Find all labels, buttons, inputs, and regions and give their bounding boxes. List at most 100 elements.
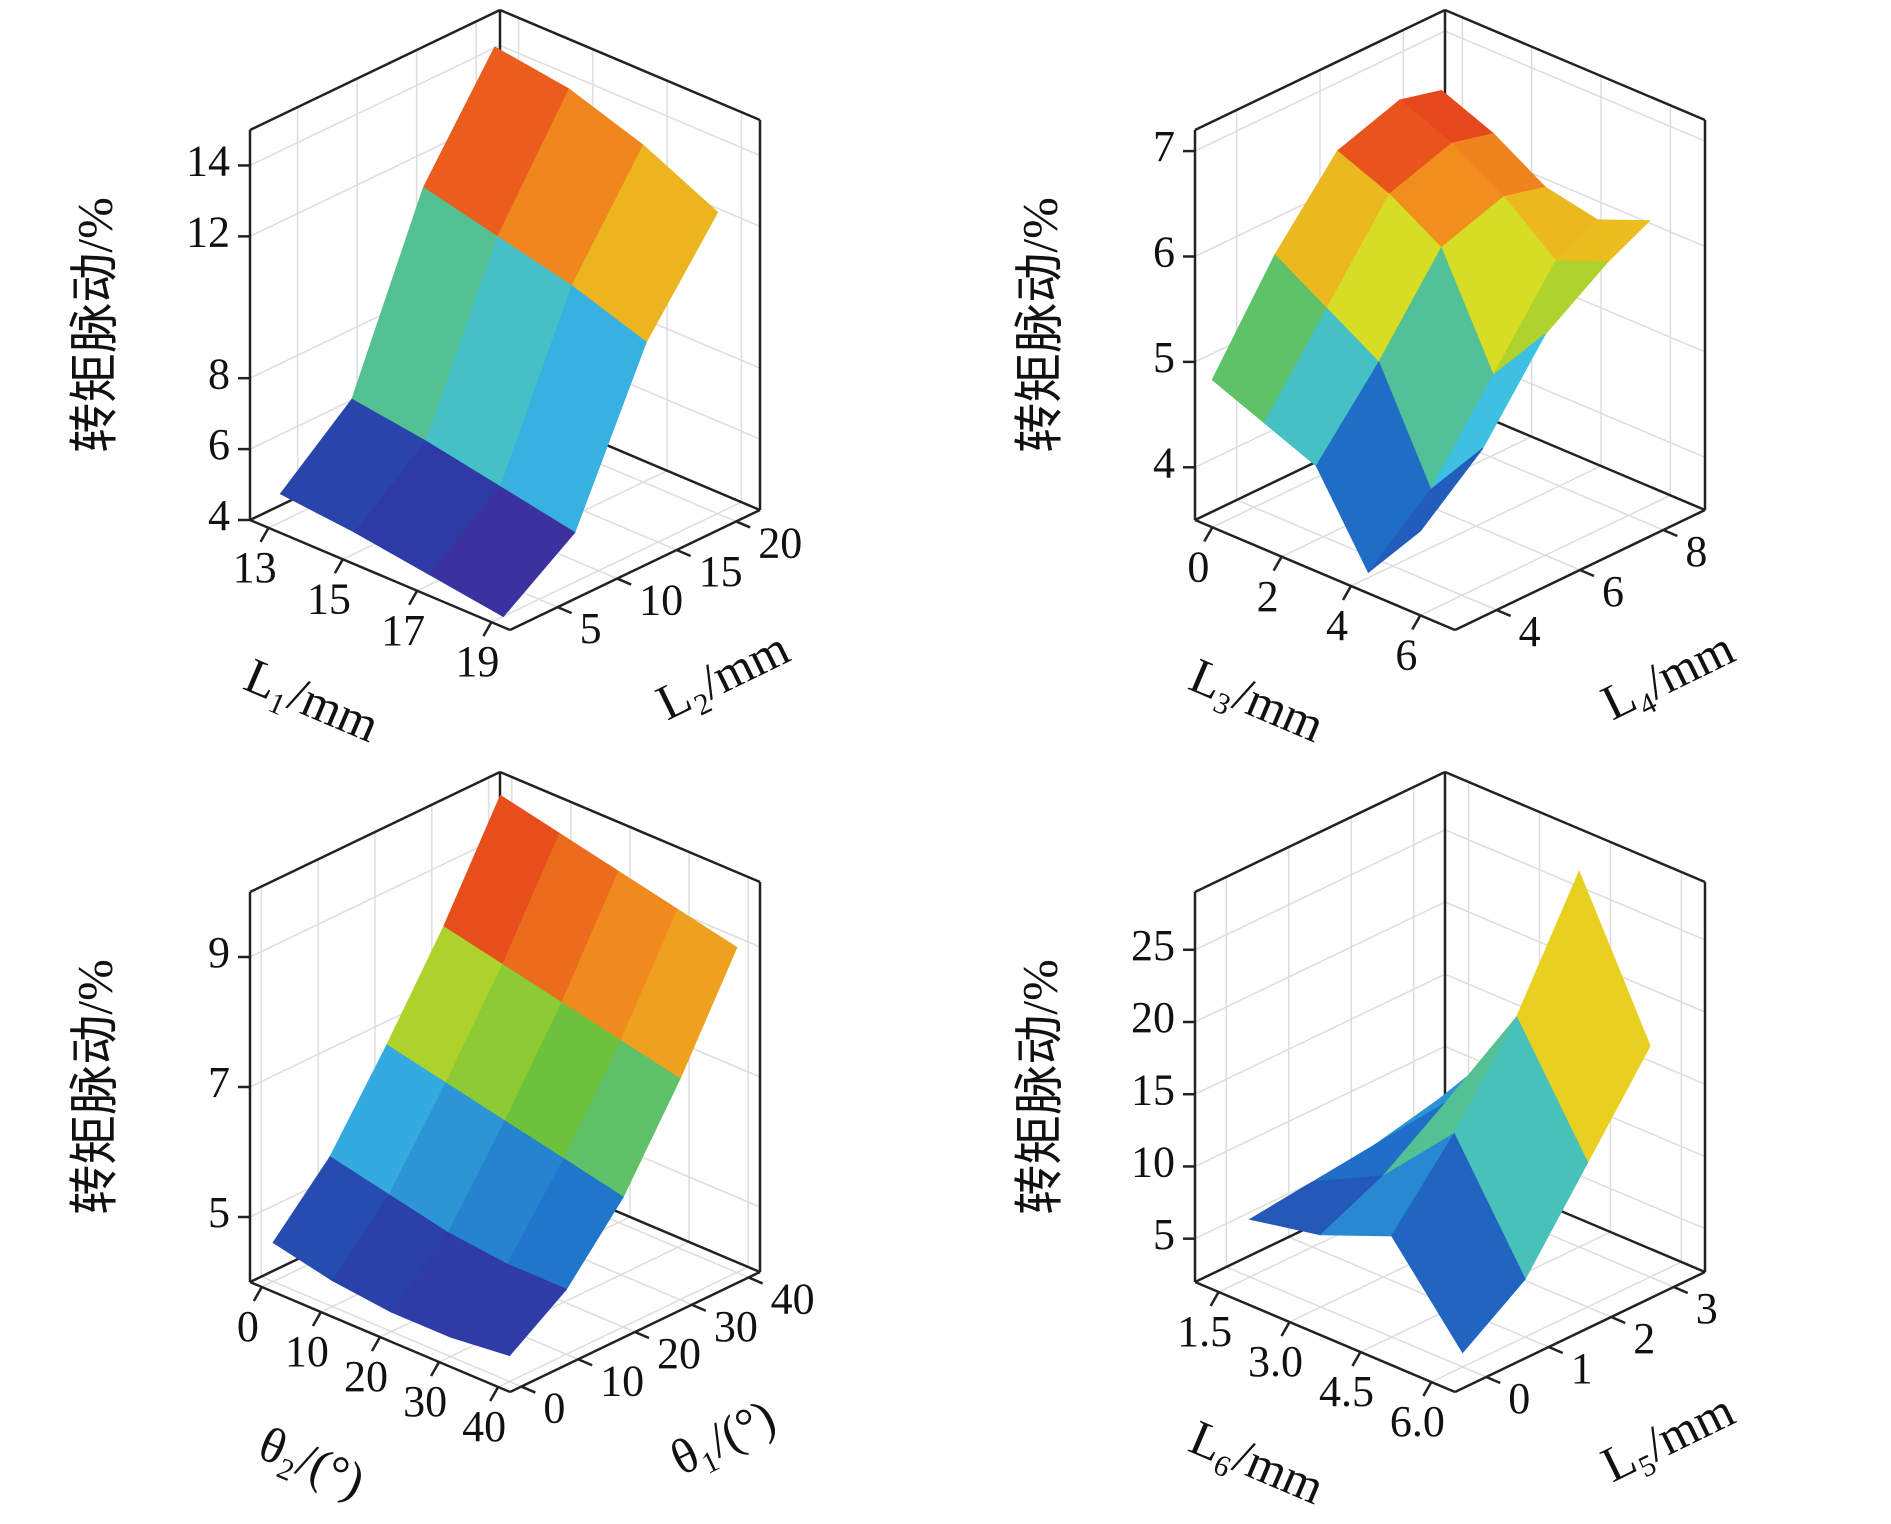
x-tick-label: 4.5 bbox=[1319, 1367, 1374, 1416]
x-tick-label: 2 bbox=[1257, 572, 1279, 621]
grid-line bbox=[491, 501, 742, 623]
z-tick-label: 7 bbox=[1153, 122, 1175, 171]
x-axis-label: L₆/mm bbox=[1182, 1409, 1333, 1515]
y-tick-label: 8 bbox=[1685, 527, 1707, 576]
surface-patch bbox=[449, 1263, 568, 1357]
axis-box-edge bbox=[1194, 770, 1446, 894]
z-axis-label: 转矩脉动/% bbox=[66, 197, 122, 453]
x-tick bbox=[370, 1336, 382, 1352]
x-tick bbox=[430, 1361, 441, 1377]
y-tick bbox=[1485, 1375, 1501, 1385]
grid-line bbox=[1444, 30, 1706, 142]
z-tick-label: 25 bbox=[1131, 921, 1175, 970]
x-axis-label: L₃/mm bbox=[1182, 647, 1333, 753]
x-tick-label: 40 bbox=[462, 1402, 506, 1451]
x-tick bbox=[1272, 556, 1283, 572]
z-tick-label: 9 bbox=[208, 928, 230, 977]
z-tick-label: 5 bbox=[1153, 1210, 1175, 1259]
z-tick-label: 15 bbox=[1131, 1065, 1175, 1114]
x-tick bbox=[252, 1286, 263, 1302]
axis-box-edge bbox=[1444, 770, 1706, 884]
axis-box-edge bbox=[509, 508, 761, 632]
y-tick-label: 4 bbox=[1519, 607, 1541, 656]
axis-box-edge bbox=[1444, 8, 1706, 122]
z-axis-label: 转矩脉动/% bbox=[1011, 197, 1067, 453]
x-tick-label: 13 bbox=[233, 543, 277, 592]
x-tick bbox=[1341, 585, 1353, 601]
y-tick bbox=[1662, 528, 1678, 538]
y-tick bbox=[748, 1276, 764, 1285]
y-tick-label: 20 bbox=[657, 1329, 701, 1378]
x-tick-label: 0 bbox=[237, 1302, 259, 1351]
grid-line bbox=[1194, 901, 1446, 1023]
x-tick bbox=[333, 558, 344, 574]
y-axis-label: L₂/mm bbox=[648, 619, 798, 731]
axis-box-edge bbox=[1454, 1270, 1706, 1394]
x-axis-label: θ₂/(°) bbox=[251, 1415, 373, 1509]
x-tick bbox=[1422, 1381, 1433, 1397]
y-tick-label: 0 bbox=[1508, 1374, 1530, 1423]
axis-box-edge bbox=[249, 518, 511, 632]
y-tick-label: 40 bbox=[771, 1275, 815, 1324]
x-tick bbox=[1209, 1291, 1220, 1307]
z-tick-label: 8 bbox=[208, 349, 230, 398]
z-axis-label: 转矩脉动/% bbox=[66, 959, 122, 1215]
x-tick bbox=[408, 590, 419, 606]
y-tick-label: 30 bbox=[714, 1302, 758, 1351]
surface-chart: 4 6 8 12 14 13 15 17 19 5 10 15 20 转矩脉动/% L₁/mm L₂/mm bbox=[66, 8, 802, 753]
surface-patch bbox=[428, 486, 576, 618]
axis-box-edge bbox=[1194, 518, 1456, 632]
x-tick bbox=[1351, 1351, 1362, 1367]
y-axis-label: L₅/mm bbox=[1593, 1381, 1743, 1493]
z-tick-label: 20 bbox=[1131, 993, 1175, 1042]
surface-patch bbox=[1367, 447, 1484, 573]
z-tick-label: 12 bbox=[186, 207, 230, 256]
axis-box-edge bbox=[1194, 8, 1446, 132]
y-tick-label: 3 bbox=[1696, 1284, 1718, 1333]
x-tick-label: 30 bbox=[403, 1377, 447, 1426]
x-tick-label: 4 bbox=[1326, 601, 1348, 650]
grid-line bbox=[249, 44, 501, 167]
z-tick-label: 5 bbox=[208, 1188, 230, 1237]
z-tick-label: 10 bbox=[1131, 1138, 1175, 1187]
z-tick-label: 6 bbox=[1153, 228, 1175, 277]
x-tick bbox=[482, 621, 493, 637]
grid-line bbox=[1194, 973, 1446, 1095]
x-tick-label: 6.0 bbox=[1390, 1397, 1445, 1446]
x-axis-label: L₁/mm bbox=[237, 647, 388, 753]
y-tick bbox=[1496, 608, 1512, 618]
surface-chart: 5 7 9 0 10 20 30 40 0 10 20 30 40 转矩脉动/% θ₂/(°) θ₁/(°) bbox=[66, 770, 815, 1509]
x-tick bbox=[1203, 526, 1214, 542]
y-axis-label: θ₁/(°) bbox=[662, 1388, 784, 1486]
y-tick-label: 15 bbox=[699, 547, 743, 596]
y-tick-label: 20 bbox=[758, 519, 802, 568]
y-axis-label: L₄/mm bbox=[1593, 619, 1743, 731]
axis-box-edge bbox=[249, 770, 501, 894]
grid-line bbox=[1194, 829, 1446, 951]
x-tick-label: 10 bbox=[285, 1327, 329, 1376]
x-tick bbox=[489, 1386, 500, 1402]
y-tick-label: 2 bbox=[1633, 1314, 1655, 1363]
x-tick-label: 19 bbox=[455, 637, 499, 686]
x-tick-label: 17 bbox=[381, 606, 425, 655]
y-tick bbox=[1673, 1285, 1689, 1295]
y-tick-label: 10 bbox=[639, 576, 683, 625]
grid-line bbox=[1431, 1261, 1682, 1383]
y-tick bbox=[616, 577, 632, 586]
grid-line bbox=[1288, 1236, 1550, 1348]
y-tick bbox=[577, 1358, 593, 1367]
x-tick-label: 20 bbox=[344, 1352, 388, 1401]
y-tick-label: 10 bbox=[600, 1356, 644, 1405]
grid-line bbox=[261, 1275, 522, 1388]
grid-line bbox=[499, 44, 761, 157]
y-tick bbox=[676, 548, 692, 558]
x-tick bbox=[311, 1311, 322, 1327]
y-tick-label: 1 bbox=[1571, 1344, 1593, 1393]
y-tick bbox=[735, 520, 751, 529]
x-tick-label: 1.5 bbox=[1177, 1307, 1232, 1356]
y-tick bbox=[634, 1330, 650, 1340]
z-tick-label: 5 bbox=[1153, 333, 1175, 382]
x-tick bbox=[1411, 614, 1422, 630]
z-tick-label: 6 bbox=[208, 420, 230, 469]
